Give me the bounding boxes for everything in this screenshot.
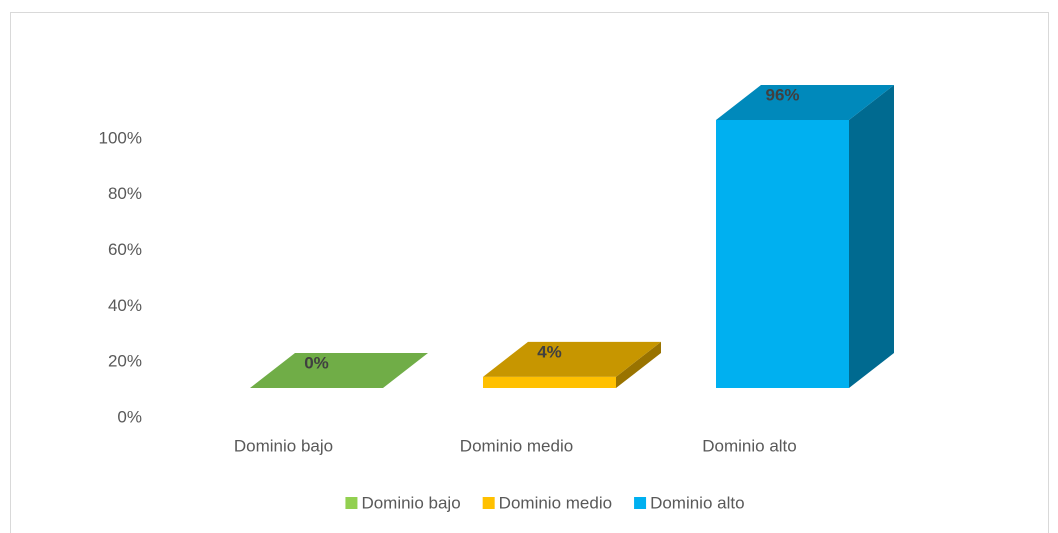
bar-front: [483, 376, 616, 388]
bar: [250, 353, 428, 388]
y-tick-label: 0%: [117, 407, 142, 426]
bar-front: [716, 120, 849, 388]
y-tick-label: 100%: [99, 128, 142, 147]
bar: [716, 85, 894, 388]
x-tick-label: Dominio medio: [460, 436, 573, 455]
data-label: 96%: [765, 85, 799, 104]
y-tick-label: 40%: [108, 296, 142, 315]
y-tick-label: 60%: [108, 240, 142, 259]
data-label: 4%: [537, 342, 562, 361]
bar-side: [616, 341, 661, 388]
legend-swatch: [634, 497, 647, 509]
y-tick-label: 80%: [108, 184, 142, 203]
bar-top: [250, 353, 428, 388]
legend-swatch: [482, 497, 495, 509]
bar-side: [849, 85, 894, 388]
legend-label: Dominio medio: [499, 493, 612, 512]
x-tick-label: Dominio alto: [702, 436, 797, 455]
data-label: 0%: [304, 353, 329, 372]
legend-swatch: [345, 497, 358, 509]
x-tick-label: Dominio bajo: [234, 436, 333, 455]
bar-top: [716, 85, 894, 120]
bar-top: [483, 341, 661, 377]
y-tick-label: 20%: [108, 352, 142, 371]
legend-label: Dominio bajo: [361, 493, 460, 512]
legend-label: Dominio alto: [650, 493, 745, 512]
bar: [483, 341, 661, 388]
